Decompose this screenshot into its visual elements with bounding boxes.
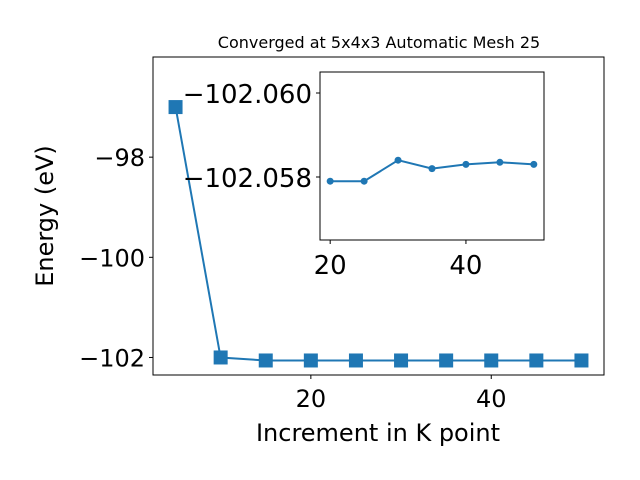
inset-y-tick-label: −102.058 <box>183 164 312 194</box>
main-x-tick-label: 40 <box>476 385 507 413</box>
main-y-tick-label: −98 <box>94 144 145 172</box>
inset-plot: 20 40 −102.060 −102.058 <box>183 71 545 281</box>
inset-data-point <box>530 160 538 168</box>
inset-data-point <box>326 177 334 185</box>
main-data-point <box>213 350 228 365</box>
main-series-markers <box>168 100 589 368</box>
main-data-point <box>574 353 589 368</box>
main-data-point <box>258 353 273 368</box>
main-data-point <box>439 353 454 368</box>
inset-plot-frame <box>319 71 545 241</box>
inset-data-point <box>428 165 436 173</box>
main-data-point <box>303 353 318 368</box>
chart-title: Converged at 5x4x3 Automatic Mesh 25 <box>218 33 540 52</box>
main-data-point <box>394 353 409 368</box>
main-plot-frame <box>152 56 605 376</box>
main-data-point <box>348 353 363 368</box>
inset-data-point <box>462 160 470 168</box>
main-plot: 20 40 −98 −100 −102 <box>79 56 605 413</box>
inset-series-markers <box>326 156 538 185</box>
inset-y-tick-label: −102.060 <box>183 80 312 110</box>
main-data-point <box>484 353 499 368</box>
main-y-tick-label: −100 <box>79 244 145 272</box>
inset-x-tick-label: 20 <box>314 251 347 281</box>
x-axis-label: Increment in K point <box>256 419 500 447</box>
inset-x-tick-label: 40 <box>449 251 482 281</box>
main-y-tick-label: −102 <box>79 344 145 372</box>
main-data-point <box>529 353 544 368</box>
inset-data-point <box>360 177 368 185</box>
inset-data-point <box>394 156 402 164</box>
y-axis-label: Energy (eV) <box>31 145 59 287</box>
main-series-line <box>174 106 582 362</box>
inset-axis-ticks: 20 40 −102.060 −102.058 <box>183 80 483 281</box>
main-data-point <box>168 100 183 115</box>
main-axis-ticks: 20 40 −98 −100 −102 <box>79 144 506 413</box>
main-x-tick-label: 20 <box>296 385 327 413</box>
inset-data-point <box>496 158 504 166</box>
